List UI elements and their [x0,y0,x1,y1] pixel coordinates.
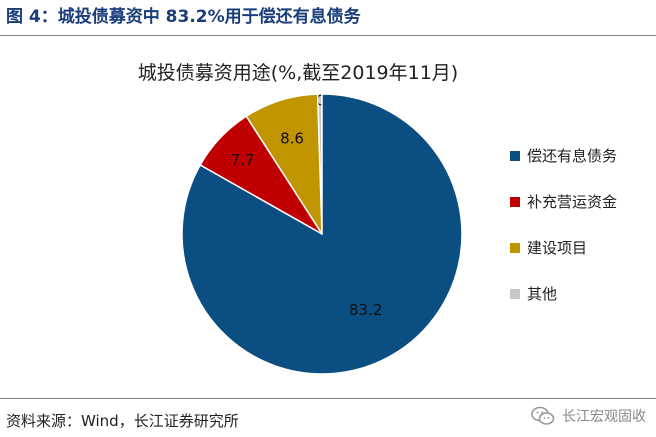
figure-title: 图 4：城投债募资中 83.2%用于偿还有息债务 [6,7,361,27]
watermark: 长江宏观固收 [530,403,646,429]
data-label: 7.7 [231,151,255,169]
legend-swatch [510,289,520,299]
data-label: 83.2 [349,301,382,319]
legend-label: 偿还有息债务 [527,147,618,165]
chart-legend: 偿还有息债务 补充营运资金 建设项目 其他 [510,146,617,330]
legend-item-repay-debt: 偿还有息债务 [510,146,617,192]
legend-item-other: 其他 [510,284,617,330]
wechat-icon [530,403,556,429]
legend-label: 补充营运资金 [527,193,618,211]
source-note: 资料来源：Wind，长江证券研究所 [6,412,239,430]
legend-swatch [510,243,520,253]
data-label: 8.6 [280,130,304,148]
watermark-text: 长江宏观固收 [562,409,646,425]
legend-item-construction: 建设项目 [510,238,617,284]
legend-swatch [510,197,520,207]
legend-item-working-capital: 补充营运资金 [510,192,617,238]
legend-label: 建设项目 [527,239,588,257]
bottom-divider [0,398,656,399]
slice-repay-debt [181,93,463,375]
legend-swatch [510,151,520,161]
top-divider [0,35,656,36]
legend-label: 其他 [527,285,558,303]
chart-title: 城投债募资用途(%,截至2019年11月) [137,62,459,84]
